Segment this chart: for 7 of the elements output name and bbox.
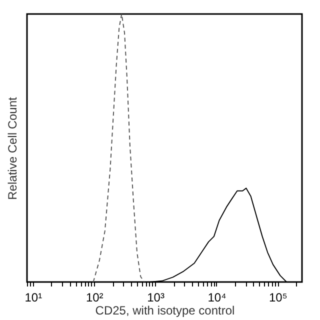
x-tick-label: 10⁵ [268, 290, 288, 304]
x-tick-label: 10⁴ [208, 290, 226, 304]
x-axis-title: CD25, with isotype control [95, 304, 235, 318]
x-tick-label: 10² [86, 290, 104, 304]
y-axis-title: Relative Cell Count [6, 96, 20, 200]
x-tick-label: 10¹ [24, 290, 42, 304]
x-tick-label: 10³ [147, 290, 164, 304]
